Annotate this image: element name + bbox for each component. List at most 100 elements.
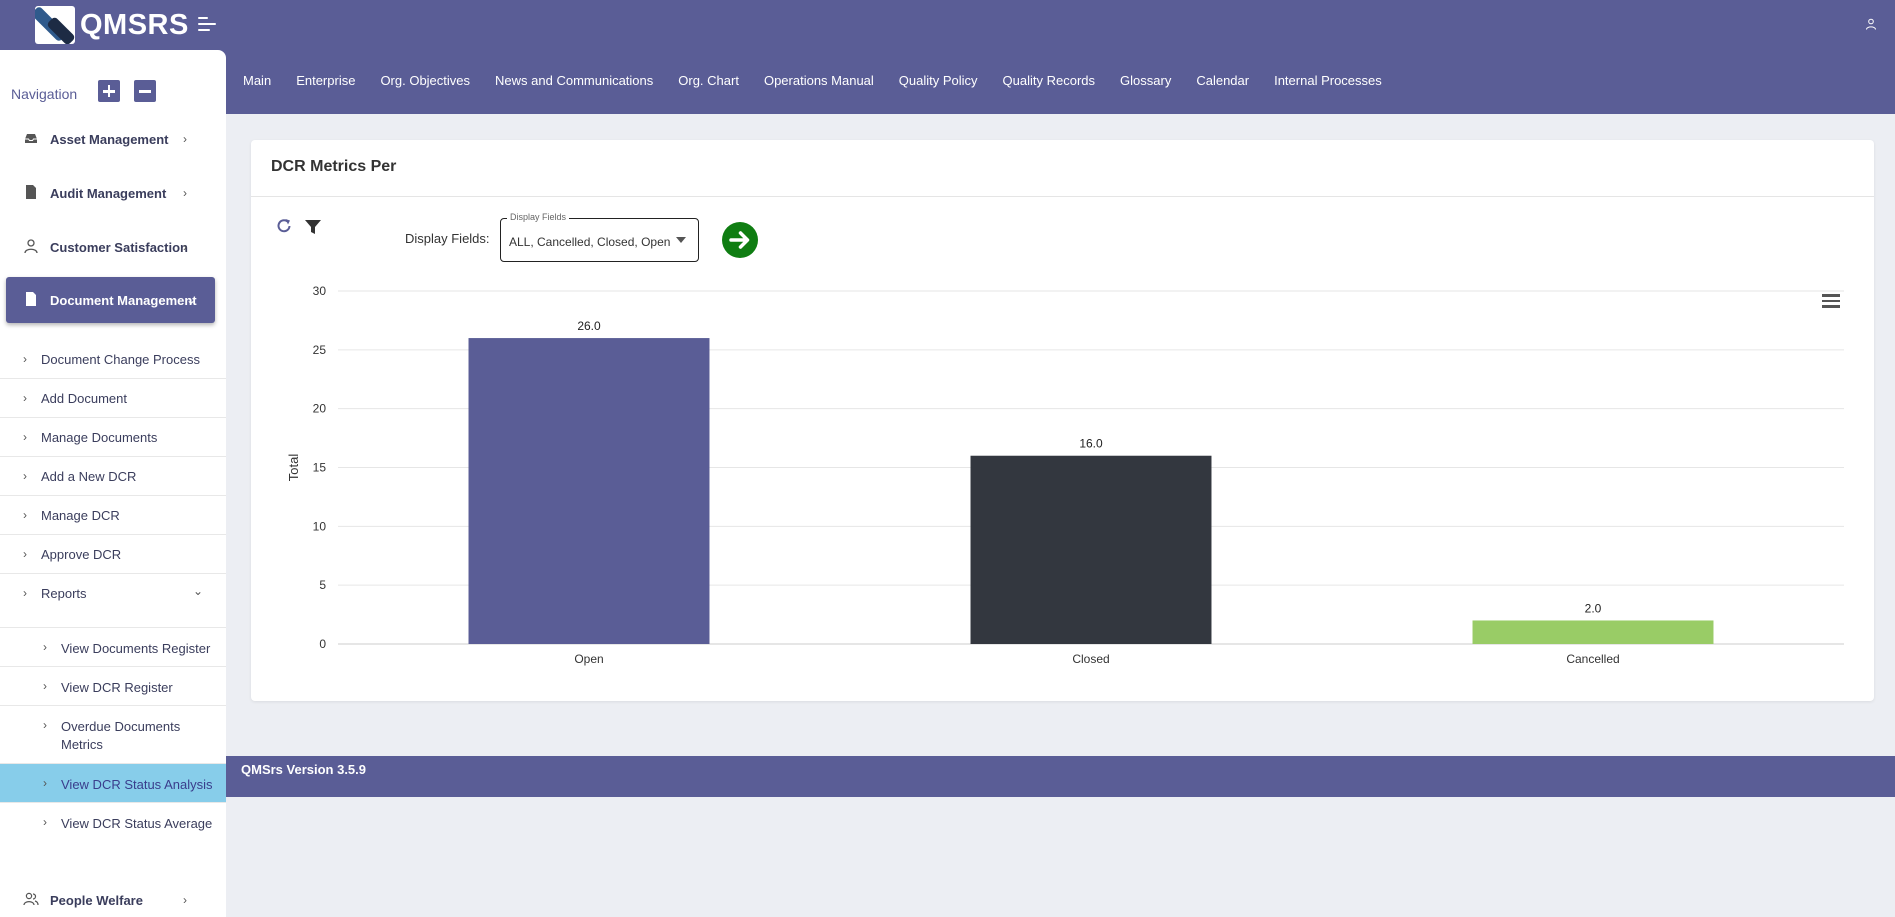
- subitem-label: View DCR Status Analysis: [61, 777, 213, 792]
- topnav-enterprise[interactable]: Enterprise: [296, 73, 356, 88]
- filter-icon[interactable]: [304, 218, 322, 236]
- sidebar-item-audit-management[interactable]: Audit Management ›: [0, 170, 226, 216]
- sidebar-subitem-manage-documents[interactable]: › Manage Documents: [0, 418, 226, 457]
- subitem-label: Add a New DCR: [41, 469, 137, 484]
- subitem-label: Document Change Process: [41, 352, 200, 367]
- sidebar-report-documents-register[interactable]: › View Documents Register: [0, 628, 226, 667]
- subitem-label: Add Document: [41, 391, 127, 406]
- chevron-right-icon: ›: [183, 893, 187, 907]
- sidebar-subitem-add-dcr[interactable]: › Add a New DCR: [0, 457, 226, 496]
- topnav-news[interactable]: News and Communications: [495, 73, 654, 88]
- bar-closed: [970, 455, 1212, 644]
- topnav-org-objectives[interactable]: Org. Objectives: [380, 73, 471, 88]
- caret-down-icon: [676, 237, 686, 243]
- sidebar-item-customer-satisfaction[interactable]: Customer Satisfaction ›: [0, 224, 226, 270]
- metrics-card: DCR Metrics Per Display Fields: Display …: [251, 140, 1874, 701]
- chevron-right-icon: ›: [23, 469, 27, 483]
- people-icon: [23, 892, 39, 906]
- refresh-icon[interactable]: [274, 216, 294, 236]
- chevron-down-icon: ⌄: [186, 293, 197, 307]
- bar-chart: 0 5 10 15 20 25 30 Total 26.0 Open 16.0 Closed 2.0 Ca…: [286, 284, 1844, 666]
- display-fields-select[interactable]: Display Fields ALL, Cancelled, Closed, O…: [500, 212, 699, 262]
- sidebar-item-people-welfare[interactable]: People Welfare ›: [0, 877, 226, 917]
- y-tick-label: 25: [313, 343, 327, 357]
- divider: [251, 196, 1874, 197]
- topnav-quality-records[interactable]: Quality Records: [1002, 73, 1096, 88]
- sidebar-report-dcr-register[interactable]: › View DCR Register: [0, 667, 226, 706]
- sidebar-item-label: Asset Management: [50, 132, 169, 147]
- chevron-right-icon: ›: [23, 430, 27, 444]
- chevron-right-icon: ›: [23, 586, 27, 600]
- subitem-label: Manage DCR: [41, 508, 120, 523]
- chevron-right-icon: ›: [23, 547, 27, 561]
- chevron-right-icon: ›: [43, 815, 47, 829]
- subitem-label: Overdue Documents Metrics: [61, 719, 181, 752]
- navigation-heading: Navigation: [11, 86, 78, 102]
- sidebar: Navigation Asset Management › Audit Mana…: [0, 50, 226, 917]
- x-tick-label: Cancelled: [1566, 652, 1619, 666]
- menu-toggle-icon[interactable]: [198, 17, 218, 33]
- top-navigation: Main Enterprise Org. Objectives News and…: [226, 73, 1407, 88]
- sidebar-subitem-manage-dcr[interactable]: › Manage DCR: [0, 496, 226, 535]
- chevron-right-icon: ›: [183, 240, 187, 254]
- subitem-label: View DCR Register: [61, 680, 173, 695]
- logo-icon: [35, 6, 75, 44]
- apply-button[interactable]: [722, 222, 758, 258]
- collapse-all-button[interactable]: [134, 80, 156, 102]
- chevron-down-icon: ⌄: [193, 584, 204, 598]
- version-text: QMSrs Version 3.5.9: [241, 762, 367, 777]
- x-tick-label: Open: [574, 652, 603, 666]
- y-tick-label: 10: [313, 519, 327, 533]
- top-bar: QMSRS Main Enterprise Org. Objectives Ne…: [0, 0, 1895, 114]
- bar-cancelled: [1472, 620, 1714, 644]
- arrow-right-icon: [729, 231, 750, 249]
- topnav-org-chart[interactable]: Org. Chart: [678, 73, 739, 88]
- chart-menu-icon[interactable]: [1822, 294, 1840, 308]
- subitem-label: View DCR Status Average: [61, 816, 213, 831]
- sidebar-subitem-document-change-process[interactable]: › Document Change Process: [0, 340, 226, 379]
- display-fields-value: ALL, Cancelled, Closed, Open: [509, 235, 671, 249]
- file-icon: [26, 292, 36, 306]
- y-tick-label: 5: [319, 578, 326, 592]
- display-fields-legend: Display Fields: [507, 212, 570, 222]
- subitem-label: Reports: [41, 586, 87, 601]
- app-title: QMSRS: [80, 8, 189, 41]
- topnav-calendar[interactable]: Calendar: [1196, 73, 1250, 88]
- chevron-right-icon: ›: [23, 352, 27, 366]
- topnav-main[interactable]: Main: [243, 73, 272, 88]
- chevron-right-icon: ›: [43, 640, 47, 654]
- sidebar-report-dcr-status-average[interactable]: › View DCR Status Average: [0, 803, 226, 842]
- topnav-glossary[interactable]: Glossary: [1120, 73, 1172, 88]
- topnav-operations-manual[interactable]: Operations Manual: [763, 73, 874, 88]
- sidebar-item-asset-management[interactable]: Asset Management ›: [0, 116, 226, 162]
- app-logo[interactable]: QMSRS: [35, 6, 189, 44]
- x-tick-label: Closed: [1072, 652, 1109, 666]
- chevron-right-icon: ›: [23, 391, 27, 405]
- sidebar-report-overdue-documents-metrics[interactable]: › Overdue Documents Metrics: [0, 706, 226, 764]
- y-tick-label: 15: [313, 461, 327, 475]
- sidebar-subitem-approve-dcr[interactable]: › Approve DCR: [0, 535, 226, 574]
- sidebar-item-document-management[interactable]: Document Management ⌄: [6, 277, 215, 323]
- sidebar-item-label: Document Management: [50, 293, 197, 308]
- sidebar-item-label: Customer Satisfaction: [50, 240, 188, 255]
- chevron-right-icon: ›: [43, 776, 47, 790]
- subitem-label: Approve DCR: [41, 547, 122, 562]
- data-label: 2.0: [1585, 601, 1602, 615]
- topnav-quality-policy[interactable]: Quality Policy: [898, 73, 978, 88]
- data-label: 26.0: [577, 319, 601, 333]
- data-label: 16.0: [1079, 437, 1103, 451]
- chevron-right-icon: ›: [43, 679, 47, 693]
- sidebar-subitem-add-document[interactable]: › Add Document: [0, 379, 226, 418]
- sidebar-item-label: People Welfare: [50, 893, 143, 908]
- sidebar-subitem-reports[interactable]: › Reports ⌄: [0, 574, 226, 628]
- subitem-label: Manage Documents: [41, 430, 158, 445]
- person-icon: [24, 239, 38, 254]
- user-icon[interactable]: [1865, 18, 1877, 30]
- inbox-icon: [25, 134, 37, 143]
- y-tick-label: 30: [313, 284, 327, 298]
- sidebar-item-label: Audit Management: [50, 186, 167, 201]
- topnav-internal-processes[interactable]: Internal Processes: [1274, 73, 1382, 88]
- expand-all-button[interactable]: [98, 80, 120, 102]
- sidebar-report-dcr-status-analysis[interactable]: › View DCR Status Analysis: [0, 764, 226, 803]
- y-tick-label: 0: [319, 637, 326, 651]
